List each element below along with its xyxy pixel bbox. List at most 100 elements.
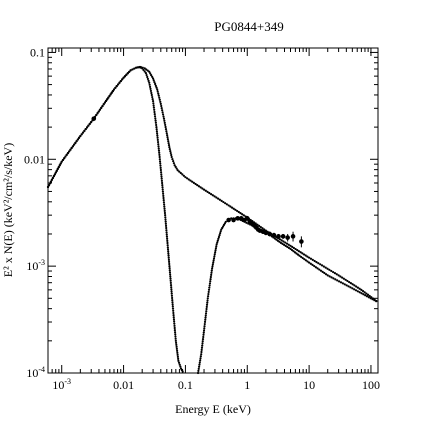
- series-4: [91, 116, 304, 248]
- model-point: [200, 348, 203, 351]
- model-point: [54, 171, 57, 174]
- x-axis-title: Energy E (keV): [175, 402, 251, 416]
- model-point: [319, 269, 323, 272]
- chart-title: PG0844+349: [214, 19, 283, 34]
- data-point: [267, 231, 272, 237]
- model-point: [166, 134, 169, 137]
- model-point: [151, 98, 154, 101]
- model-point: [161, 113, 165, 116]
- model-point: [202, 333, 205, 336]
- model-point: [57, 165, 60, 169]
- model-point: [227, 204, 230, 207]
- model-point: [279, 241, 283, 245]
- model-point: [356, 290, 359, 293]
- model-point: [162, 115, 165, 118]
- model-point: [102, 103, 105, 106]
- model-point: [173, 320, 176, 323]
- data-point: [226, 217, 231, 223]
- model-point: [126, 72, 129, 75]
- x-tick-label: 10: [303, 378, 315, 392]
- model-point: [157, 92, 160, 95]
- model-point: [119, 79, 122, 83]
- model-point: [162, 196, 165, 200]
- model-point: [175, 347, 178, 350]
- model-point: [166, 237, 169, 240]
- model-point: [215, 243, 218, 246]
- plot-frame: [47, 47, 379, 374]
- model-point: [153, 113, 156, 116]
- model-point: [125, 73, 128, 76]
- model-point: [301, 252, 304, 255]
- model-point: [331, 270, 335, 274]
- model-point: [87, 124, 90, 127]
- model-point: [217, 237, 220, 240]
- data-point: [263, 230, 269, 236]
- model-point: [146, 77, 150, 81]
- model-point: [170, 155, 173, 159]
- model-point: [174, 165, 177, 168]
- model-point: [83, 129, 86, 132]
- model-point: [170, 290, 173, 293]
- model-point: [341, 276, 344, 279]
- model-point: [165, 130, 168, 133]
- data-point: [280, 234, 286, 239]
- model-point: [150, 91, 153, 95]
- model-point: [211, 263, 214, 266]
- model-point: [224, 220, 227, 223]
- model-point: [284, 244, 287, 247]
- model-point: [158, 153, 161, 156]
- model-point: [164, 222, 167, 225]
- model-point: [165, 231, 168, 234]
- model-point: [204, 318, 207, 321]
- model-point: [197, 365, 201, 368]
- model-point: [174, 333, 177, 336]
- model-point: [154, 117, 157, 120]
- model-point: [172, 311, 175, 315]
- model-point: [237, 210, 240, 214]
- model-point: [204, 189, 207, 192]
- model-point: [172, 316, 175, 319]
- model-point: [245, 221, 248, 224]
- model-point: [330, 276, 333, 279]
- model-point: [167, 254, 170, 257]
- model-point: [88, 122, 91, 125]
- model-point: [70, 146, 73, 150]
- model-point: [148, 81, 151, 84]
- model-point: [371, 298, 374, 301]
- model-point: [89, 121, 93, 124]
- model-point: [213, 253, 216, 256]
- model-point: [156, 90, 159, 93]
- model-point: [168, 147, 171, 151]
- model-point: [178, 170, 181, 173]
- model-point: [210, 273, 213, 277]
- model-point: [294, 247, 297, 251]
- model-point: [170, 294, 174, 297]
- data-point: [271, 232, 277, 238]
- model-point: [319, 263, 322, 266]
- model-point: [345, 284, 348, 287]
- model-point: [47, 184, 51, 187]
- model-point: [215, 245, 218, 248]
- data-point: [285, 235, 290, 240]
- model-point: [159, 164, 162, 167]
- model-point: [175, 167, 178, 170]
- model-point: [156, 134, 159, 137]
- model-point: [202, 188, 206, 191]
- model-point: [75, 140, 78, 143]
- model-point: [219, 232, 222, 235]
- model-point: [334, 278, 337, 281]
- model-point: [169, 283, 173, 287]
- model-point: [304, 259, 308, 262]
- model-point: [348, 280, 351, 284]
- model-point: [229, 205, 232, 208]
- model-point: [186, 177, 189, 180]
- model-point: [216, 241, 219, 244]
- model-point: [147, 79, 150, 82]
- model-point: [111, 90, 114, 93]
- model-point: [163, 209, 166, 212]
- model-point: [128, 70, 131, 73]
- model-point: [204, 316, 207, 319]
- model-point: [167, 142, 170, 145]
- model-point: [197, 369, 200, 373]
- model-point: [295, 252, 298, 255]
